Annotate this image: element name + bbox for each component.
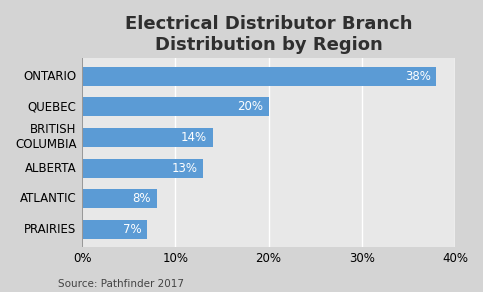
Bar [82, 189, 156, 208]
Bar [82, 159, 203, 178]
Title: Electrical Distributor Branch
Distribution by Region: Electrical Distributor Branch Distributi… [125, 15, 412, 54]
Bar [82, 67, 436, 86]
Text: 38%: 38% [405, 70, 431, 83]
Bar [82, 128, 213, 147]
Text: 8%: 8% [132, 192, 151, 205]
Text: Source: Pathfinder 2017: Source: Pathfinder 2017 [58, 279, 184, 289]
Text: 20%: 20% [237, 100, 263, 113]
Bar [82, 220, 147, 239]
Text: 7%: 7% [123, 223, 142, 236]
Text: 13%: 13% [171, 161, 198, 175]
Text: 14%: 14% [181, 131, 207, 144]
Bar [82, 97, 269, 116]
